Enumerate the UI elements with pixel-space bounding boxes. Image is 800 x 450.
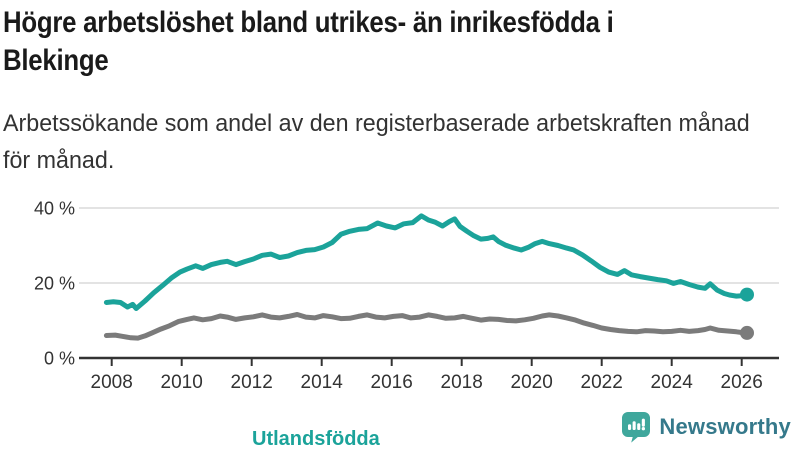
x-axis-tick-label: 2008 xyxy=(91,372,133,393)
series-label-utlandsfodda: Utlandsfödda xyxy=(252,428,380,450)
x-axis-tick-label: 2022 xyxy=(581,372,623,393)
y-axis-tick-label: 0 % xyxy=(44,349,75,369)
series-end-dot-total-arbetsloshet xyxy=(740,325,754,340)
x-axis-tick-label: 2016 xyxy=(371,372,413,393)
title-line-1: Högre arbetslöshet bland utrikes- än inr… xyxy=(3,6,614,39)
y-axis-tick-label: 20 % xyxy=(34,274,75,294)
x-axis-tick-label: 2012 xyxy=(231,372,273,393)
x-axis-tick-label: 2014 xyxy=(301,372,344,393)
unemployment-line-chart: 0 % 20 % 40 % 2008 2010 2012 2014 2016 2018 2020 2… xyxy=(0,195,800,450)
line-chart-canvas: 0 % 20 % 40 % 2008 2010 2012 2014 2016 2018 2020 2… xyxy=(34,199,779,393)
x-axis-tick-label: 2024 xyxy=(651,372,694,393)
brand-wordmark: Newsworthy xyxy=(659,414,791,439)
page-title: Högre arbetslöshet bland utrikes- än inr… xyxy=(3,4,800,80)
newsworthy-chart-speech-bubble-icon xyxy=(622,412,651,443)
series-end-dot-utlandsfodda xyxy=(740,287,754,302)
chart-subtitle: Arbetssökande som andel av den registerb… xyxy=(3,105,800,179)
x-axis-tick-label: 2018 xyxy=(441,372,483,393)
series-line-total-arbetsloshet xyxy=(103,312,750,341)
x-axis-tick-label: 2010 xyxy=(161,372,203,393)
subtitle-line-1: Arbetssökande som andel av den registerb… xyxy=(3,110,750,137)
x-axis-tick-label: 2026 xyxy=(721,372,763,393)
newsworthy-logo[interactable]: Newsworthy xyxy=(621,411,791,443)
x-axis-tick-label: 2020 xyxy=(511,372,553,393)
subtitle-line-2: för månad. xyxy=(3,147,115,174)
series-line-utlandsfodda xyxy=(103,213,750,311)
y-axis-tick-label: 40 % xyxy=(34,199,75,219)
title-line-2: Blekinge xyxy=(3,44,109,77)
